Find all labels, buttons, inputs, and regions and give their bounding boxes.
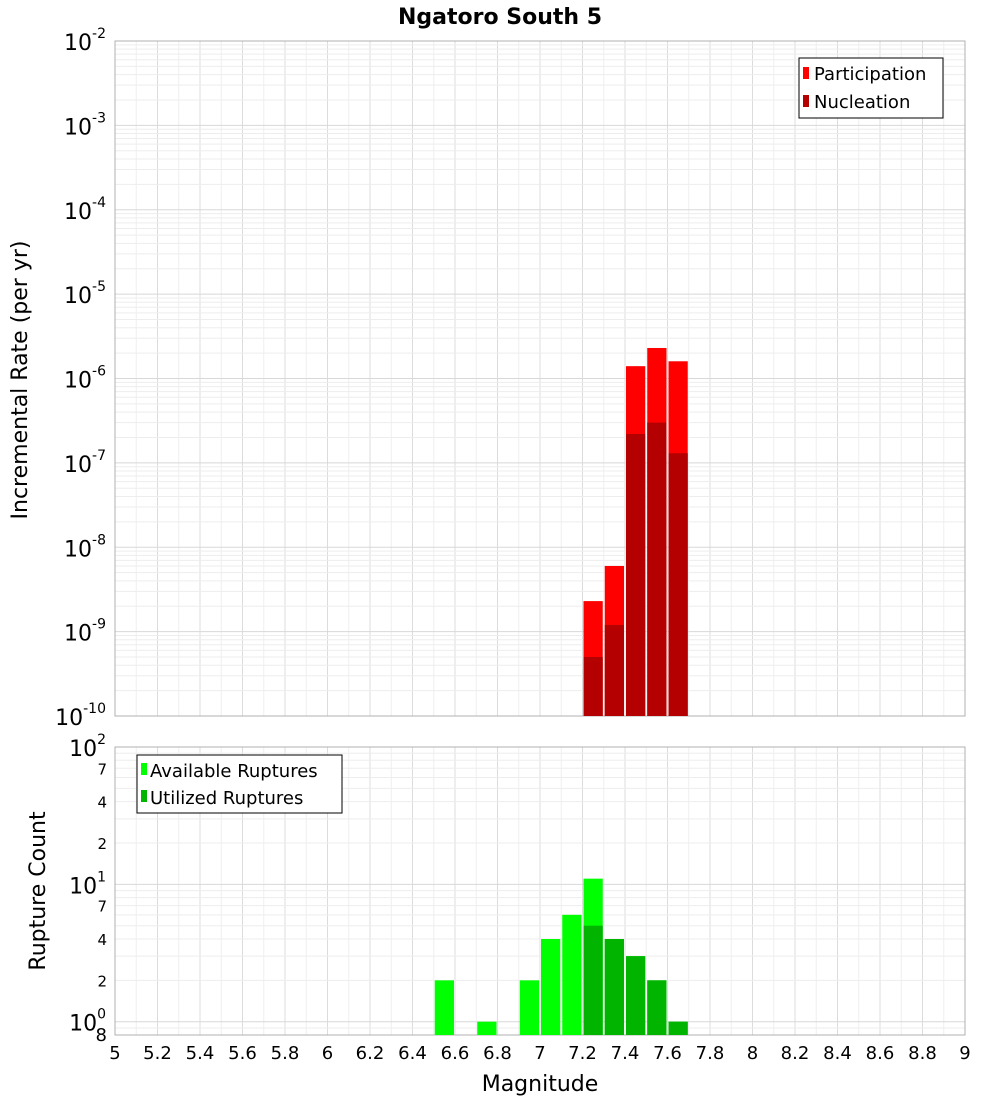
utilized-ruptures-bar (604, 939, 624, 1035)
y-minor-tick-label: 4 (97, 931, 107, 949)
utilized-ruptures-bar (626, 956, 646, 1035)
legend-swatch (803, 67, 809, 79)
x-tick-label: 5.4 (186, 1043, 215, 1064)
legend-swatch (803, 95, 809, 107)
x-tick-label: 8.8 (908, 1043, 937, 1064)
nucleation-bar (604, 624, 624, 716)
utilized-ruptures-bar (668, 1021, 688, 1035)
y-tick-label: 10-4 (64, 195, 106, 225)
y-minor-tick-label: 7 (97, 760, 107, 778)
y-tick-label: 101 (69, 869, 106, 899)
available-ruptures-bar (562, 914, 582, 1035)
plot-area-border (114, 40, 966, 717)
y-axis-label-count: Rupture Count (26, 811, 51, 971)
utilized-ruptures-bar (583, 925, 603, 1035)
x-tick-label: 5.2 (143, 1043, 172, 1064)
y-minor-tick-label: 4 (97, 794, 107, 812)
x-tick-label: 9 (959, 1043, 970, 1064)
available-ruptures-bar (477, 1021, 497, 1035)
legend-label: Participation (814, 64, 926, 85)
nucleation-bar (583, 657, 603, 716)
x-tick-label: 7.6 (653, 1043, 682, 1064)
x-tick-label: 7 (534, 1043, 545, 1064)
x-tick-label: 7.8 (696, 1043, 725, 1064)
plot-area-border (114, 746, 966, 1036)
x-tick-label: 6.4 (398, 1043, 427, 1064)
available-ruptures-bar (434, 980, 454, 1035)
available-ruptures-bar (519, 980, 539, 1035)
incremental-rate-chart: 10-2 10-3 10-4 10-5 10-6 10-7 10-8 10-9 10-10 Inc… (8, 26, 966, 731)
legend-box (136, 754, 343, 814)
x-tick-label: 5 (109, 1043, 120, 1064)
y-tick-label: 10-2 (64, 26, 106, 56)
y-tick-label: 100 (69, 1007, 106, 1037)
x-axis-label: Magnitude (482, 1072, 599, 1097)
available-ruptures-bar (541, 939, 561, 1035)
legend-swatch (141, 790, 147, 802)
y-tick-label: 10-8 (64, 532, 106, 562)
utilized-ruptures-bar (647, 980, 667, 1035)
legend-label: Nucleation (814, 92, 910, 113)
nucleation-bar (647, 422, 667, 716)
y-tick-label: 10-7 (64, 448, 106, 478)
y-tick-label: 10-9 (64, 617, 106, 647)
y-minor-tick-label: 2 (97, 835, 107, 853)
y-minor-tick-label: 2 (97, 972, 107, 990)
y-minor-tick-label: 7 (97, 898, 107, 916)
legend-label: Utilized Ruptures (150, 788, 303, 809)
legend-ruptures: Available Ruptures Utilized Ruptures (136, 754, 343, 814)
legend-rate: Participation Nucleation (798, 57, 944, 119)
x-tick-label: 6.2 (356, 1043, 385, 1064)
legend-swatch (141, 763, 147, 775)
x-tick-label: 6.8 (483, 1043, 512, 1064)
x-tick-label: 7.2 (568, 1043, 597, 1064)
y-minor-tick-label: 8 (96, 1025, 107, 1046)
y-axis-label-rate: Incremental Rate (per yr) (8, 241, 33, 520)
x-tick-label: 8.6 (866, 1043, 895, 1064)
nucleation-bar (668, 453, 688, 716)
x-tick-label: 6 (322, 1043, 333, 1064)
y-tick-label: 102 (69, 732, 106, 762)
chart-title: Ngatoro South 5 (398, 5, 602, 30)
x-tick-label: 7.4 (611, 1043, 640, 1064)
rupture-count-chart: 102 101 100 7 4 2 7 4 2 8 Rupture Count 5 5.2 5.4 5.6 5… (26, 732, 971, 1064)
legend-box (798, 57, 944, 119)
y-tick-label: 10-5 (64, 279, 106, 309)
x-tick-label: 6.6 (441, 1043, 470, 1064)
nucleation-bar (626, 433, 646, 716)
y-tick-label: 10-6 (64, 364, 106, 394)
x-tick-label: 5.8 (271, 1043, 300, 1064)
x-tick-label: 8.2 (781, 1043, 810, 1064)
x-tick-label: 5.6 (228, 1043, 257, 1064)
x-tick-label: 8 (747, 1043, 758, 1064)
x-tick-label: 8.4 (823, 1043, 852, 1064)
legend-label: Available Ruptures (150, 761, 318, 782)
y-tick-label: 10-10 (55, 701, 106, 731)
y-tick-label: 10-3 (64, 110, 106, 140)
